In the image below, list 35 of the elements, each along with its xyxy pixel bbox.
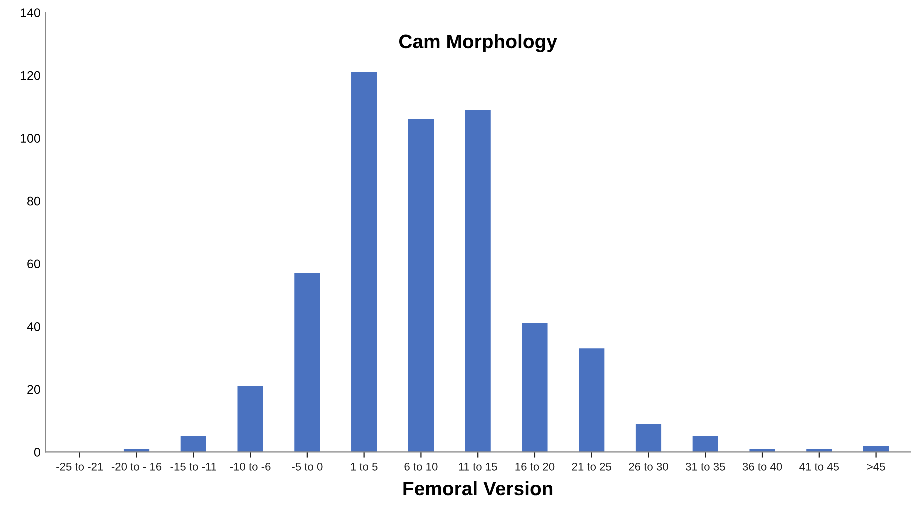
x-tick-label: -5 to 0 <box>292 462 323 471</box>
x-tick-label: 16 to 20 <box>516 462 555 471</box>
x-tick-label: -10 to -6 <box>230 462 271 471</box>
bar <box>636 424 662 452</box>
y-tick-label: 60 <box>28 260 40 269</box>
bar <box>579 348 605 452</box>
bar <box>692 436 718 452</box>
x-tick-label: 6 to 10 <box>404 462 438 471</box>
x-tick-label: 11 to 15 <box>459 463 498 471</box>
y-tick-label: 100 <box>20 134 40 143</box>
bar <box>408 120 434 452</box>
x-tick-label: 21 to 25 <box>572 462 612 471</box>
y-tick-label: 0 <box>34 448 40 457</box>
bar <box>238 386 264 452</box>
x-tick-label: 26 to 30 <box>629 462 668 471</box>
y-tick-label: 80 <box>28 196 40 206</box>
x-tick-label: 31 to 35 <box>686 462 726 471</box>
x-axis-title: Femoral Version <box>404 481 553 496</box>
bar <box>352 72 378 452</box>
y-tick-label: 40 <box>27 322 40 332</box>
x-tick-label: -20 to - 16 <box>112 462 162 471</box>
x-tick-label: -15 to -11 <box>170 463 216 471</box>
y-tick-label: 140 <box>20 8 40 18</box>
x-tick-label: -25 to -21 <box>56 462 104 471</box>
x-tick-label: 36 to 40 <box>742 462 782 471</box>
bar <box>294 273 320 452</box>
bar <box>465 110 491 452</box>
bar <box>180 436 206 452</box>
text: Cam Morphology <box>399 34 558 53</box>
x-tick-label: 1 to 5 <box>351 463 378 471</box>
x-tick-label: 41 to 45 <box>800 463 840 471</box>
y-tick-label: 120 <box>20 71 40 80</box>
y-tick-label: 20 <box>28 385 40 394</box>
bar <box>522 324 548 452</box>
x-tick-label: >45 <box>867 463 886 471</box>
